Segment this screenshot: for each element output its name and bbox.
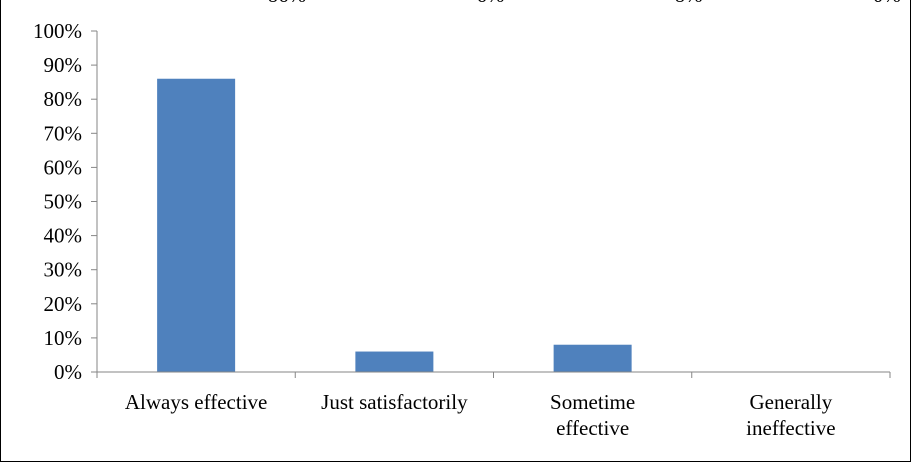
y-tick-label: 10% (44, 326, 83, 350)
y-tick-label: 90% (44, 53, 83, 77)
data-value-label: 86% (268, 0, 307, 7)
y-axis: 0% 10% 20% 30% 40% 50% 60% 70% 80% 90% 100% (33, 19, 98, 384)
y-tick-label: 0% (54, 360, 82, 384)
y-tick-label: 70% (44, 121, 83, 145)
x-axis: Always effective Just satisfactorily Somet… (96, 371, 891, 440)
y-tick-label: 50% (44, 190, 83, 214)
data-value-label: 6% (476, 0, 504, 7)
bars (157, 78, 632, 373)
x-category-label: Just satisfactorily (321, 390, 468, 414)
data-value-label: 8% (675, 0, 703, 7)
y-tick-label: 30% (44, 258, 83, 282)
y-tick-label: 20% (44, 292, 83, 316)
bar (355, 351, 434, 372)
bar (553, 344, 632, 372)
y-tick-label: 40% (44, 224, 83, 248)
y-tick-label: 60% (44, 155, 83, 179)
y-tick-label: 80% (44, 87, 83, 111)
data-value-label: 0% (873, 0, 901, 7)
data-labels: 86% 6% 8% 0% (268, 0, 901, 7)
bar (157, 78, 236, 373)
x-category-label: Always effective (125, 390, 267, 414)
y-tick-label: 100% (33, 19, 82, 43)
x-category-label: Sometime effective (550, 390, 635, 440)
x-category-label: Generally ineffective (746, 390, 835, 440)
